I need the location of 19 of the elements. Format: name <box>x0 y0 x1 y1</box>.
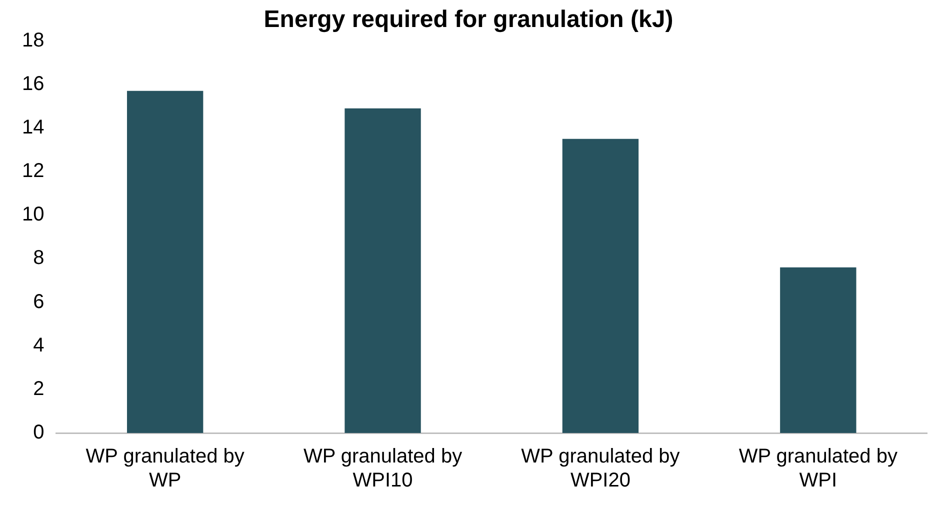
bar <box>780 267 856 433</box>
x-tick-label: WP granulated by WPI20 <box>521 446 680 492</box>
x-tick-label: WP granulated by WPI <box>738 446 898 492</box>
bar <box>126 90 204 433</box>
y-tick-label: 16 <box>22 72 44 95</box>
x-tick-label: WP granulated by WPI10 <box>303 446 462 492</box>
y-tick-label: 10 <box>22 204 44 226</box>
y-tick-label: 12 <box>22 160 44 182</box>
bar <box>344 108 421 433</box>
y-tick-label: 0 <box>33 422 44 444</box>
y-tick-label: 6 <box>33 290 44 313</box>
y-tick-label: 14 <box>22 116 44 138</box>
chart-title: Energy required for granulation (kJ) <box>264 6 674 34</box>
bar <box>562 138 639 433</box>
y-tick-label: 2 <box>33 378 44 400</box>
y-tick-label: 4 <box>33 334 44 356</box>
y-tick-label: 18 <box>22 29 44 52</box>
x-tick-label: WP granulated by WP <box>86 446 244 492</box>
y-tick-label: 8 <box>33 247 44 270</box>
